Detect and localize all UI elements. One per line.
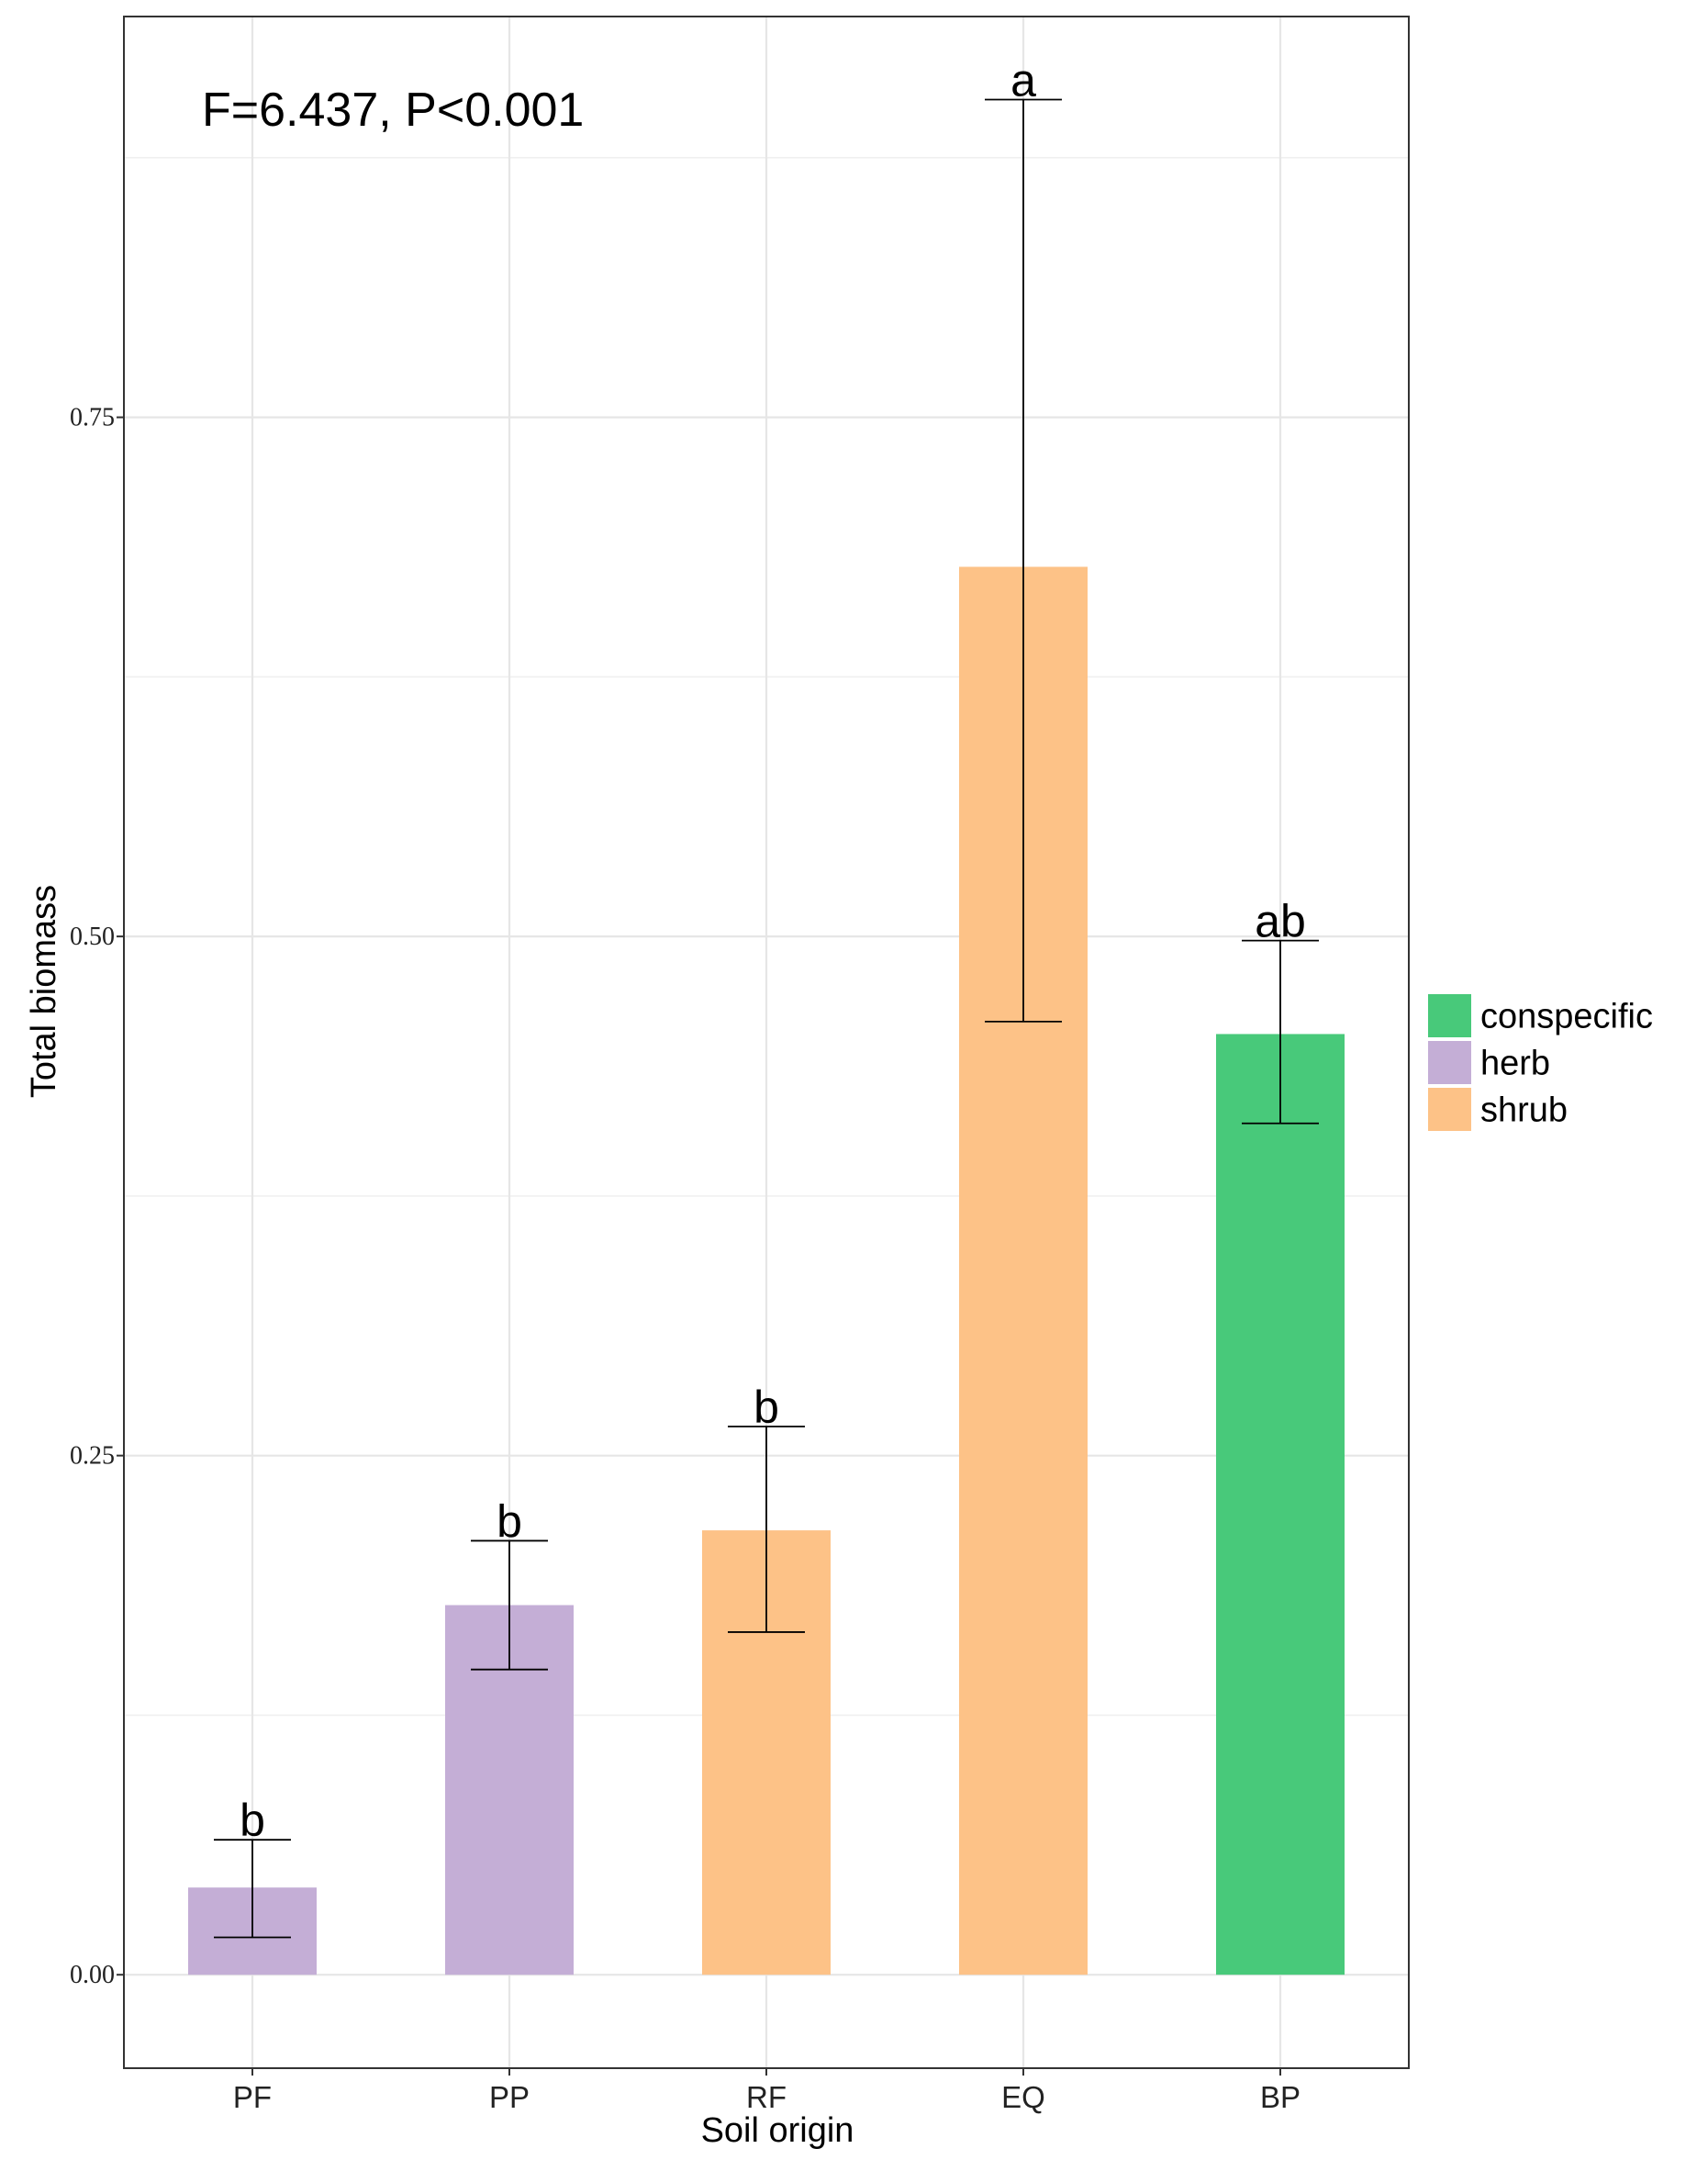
significance-letter-eq: a <box>1010 54 1036 106</box>
significance-letter-rf: b <box>754 1382 779 1433</box>
x-tick-label-pf: PF <box>233 2080 272 2114</box>
legend-label-conspecific: conspecific <box>1480 998 1653 1036</box>
y-tick-label: 0.50 <box>70 923 115 951</box>
legend-label-shrub: shrub <box>1480 1091 1568 1130</box>
error-bars <box>214 98 1319 1939</box>
y-tick-label: 0.75 <box>70 404 115 432</box>
legend: conspecific herb shrub <box>1428 994 1653 1131</box>
significance-letters: b b b a ab <box>240 54 1306 1846</box>
y-tick-label: 0.00 <box>70 1961 115 1989</box>
legend-swatch-herb <box>1428 1041 1471 1084</box>
x-tick-label-bp: BP <box>1260 2080 1301 2114</box>
legend-swatch-shrub <box>1428 1088 1471 1131</box>
y-axis-ticks: 0.00 0.25 0.50 0.75 <box>70 404 124 1989</box>
x-axis-title: Soil origin <box>701 2111 854 2150</box>
x-axis-ticks: PF PP RF EQ BP <box>233 2068 1301 2114</box>
legend-label-herb: herb <box>1480 1045 1550 1083</box>
x-tick-label-eq: EQ <box>1001 2080 1045 2114</box>
y-tick-label: 0.25 <box>70 1442 115 1471</box>
legend-swatch-conspecific <box>1428 994 1471 1037</box>
bar-bp <box>1216 1034 1345 1975</box>
y-axis-title: Total biomass <box>25 885 63 1098</box>
x-tick-label-pp: PP <box>489 2080 530 2114</box>
x-tick-label-rf: RF <box>746 2080 787 2114</box>
statistics-annotation: F=6.437, P<0.001 <box>202 84 584 137</box>
significance-letter-pp: b <box>497 1495 522 1547</box>
significance-letter-pf: b <box>240 1795 265 1846</box>
significance-letter-bp: ab <box>1255 896 1306 947</box>
